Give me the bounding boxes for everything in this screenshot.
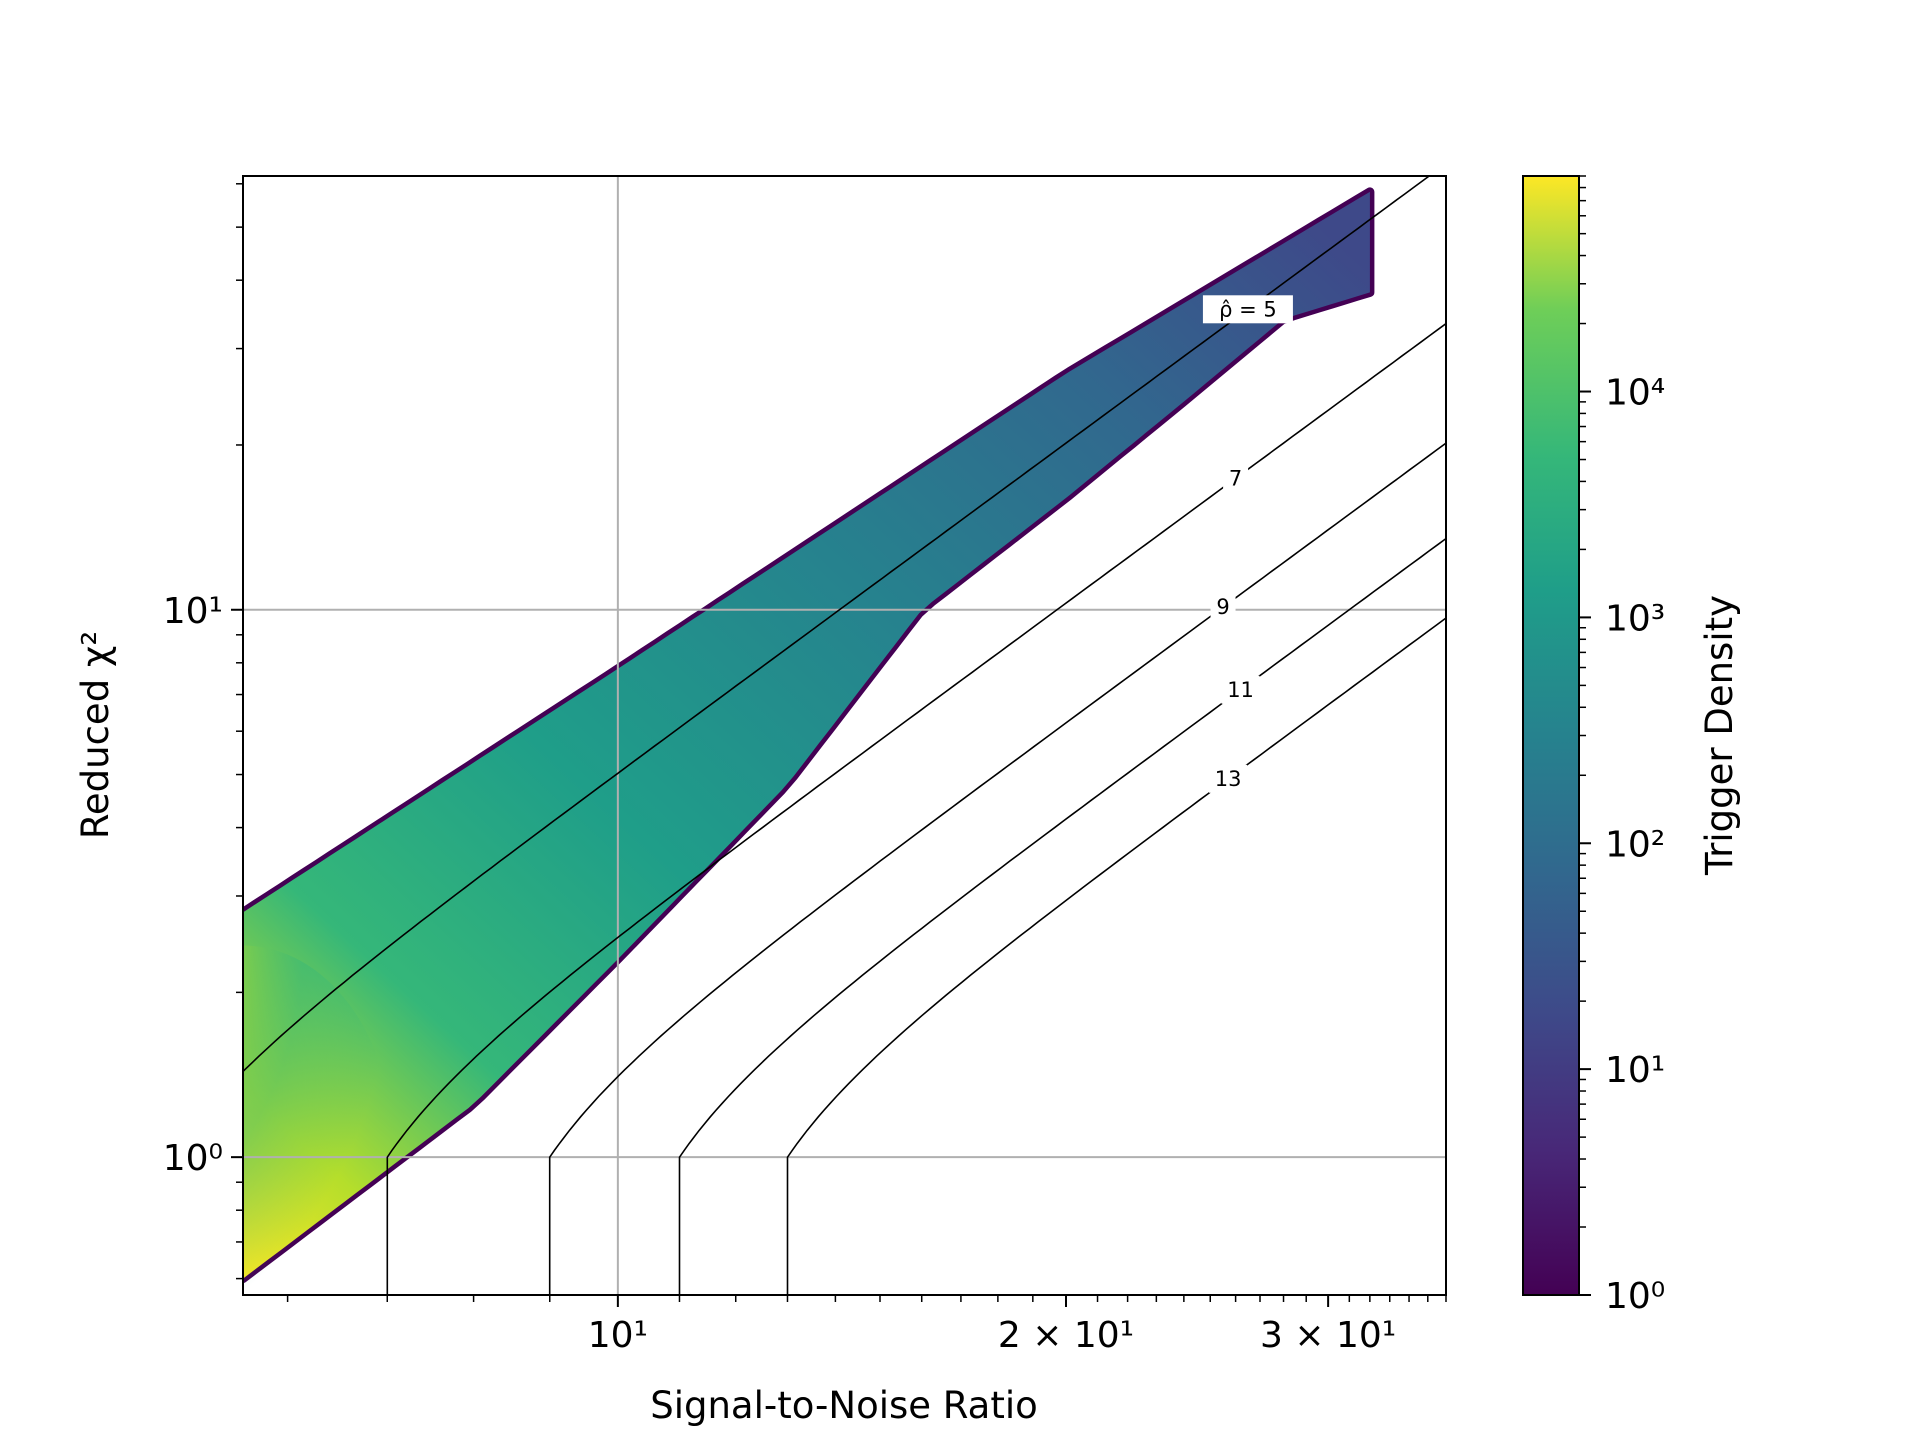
x-axis-ticks: 10¹ 2 × 10¹ 3 × 10¹ xyxy=(286,1295,1447,1356)
colorbar: 10⁰ 10¹ 10² 10³ 10⁴ Trigger Density xyxy=(1522,175,1741,1317)
contour-lines xyxy=(243,176,1446,1295)
plot-frame xyxy=(242,175,1447,1296)
x-axis-label: Signal-to-Noise Ratio xyxy=(650,1384,1038,1427)
colorbar-tick-label: 10¹ xyxy=(1605,1050,1665,1091)
contour-label: 9 xyxy=(1216,595,1229,619)
y-axis-ticks: 10⁰ 10¹ xyxy=(163,183,243,1280)
density-peak xyxy=(243,945,393,1295)
colorbar-tick-label: 10² xyxy=(1605,824,1665,865)
contour-line xyxy=(243,176,1431,1073)
grid-lines xyxy=(243,176,1446,1295)
density-heatmap xyxy=(243,187,1375,1295)
y-axis-label: Reduced χ² xyxy=(74,631,117,839)
colorbar-gradient xyxy=(1522,175,1580,1296)
contour-label-bg xyxy=(1223,464,1249,493)
contour-label: 11 xyxy=(1227,678,1254,702)
contour-labels: ρ̂ = 5 7 9 11 13 xyxy=(1202,295,1293,793)
contour-line xyxy=(386,322,1446,1295)
y-tick-label: 10⁰ xyxy=(163,1138,223,1179)
density-region xyxy=(243,191,1370,1279)
contour-label: ρ̂ = 5 xyxy=(1219,297,1277,321)
contour-label-bg xyxy=(1209,764,1248,793)
colorbar-ticks: 10⁰ 10¹ 10² 10³ 10⁴ xyxy=(1579,175,1665,1317)
x-tick-label: 2 × 10¹ xyxy=(998,1315,1134,1356)
contour-label-bg xyxy=(1221,675,1260,704)
contour-line xyxy=(678,537,1446,1295)
contour-line xyxy=(548,442,1446,1295)
y-tick-label: 10¹ xyxy=(163,591,223,632)
contour-label-bg xyxy=(1202,295,1293,324)
plot-area: ρ̂ = 5 7 9 11 13 10¹ 2 × 10¹ 3 × 10¹ 10⁰ 10¹ xyxy=(163,175,1447,1356)
colorbar-tick-label: 10³ xyxy=(1605,598,1665,639)
contour-line xyxy=(786,617,1446,1295)
colorbar-tick-label: 10⁴ xyxy=(1605,373,1665,414)
x-tick-label: 3 × 10¹ xyxy=(1260,1315,1396,1356)
contour-label: 13 xyxy=(1215,767,1242,791)
colorbar-tick-label: 10⁰ xyxy=(1605,1276,1665,1317)
contour-label: 7 xyxy=(1229,466,1242,490)
contour-label-bg xyxy=(1210,593,1236,622)
colorbar-label: Trigger Density xyxy=(1698,595,1741,876)
x-tick-label: 10¹ xyxy=(588,1315,648,1356)
